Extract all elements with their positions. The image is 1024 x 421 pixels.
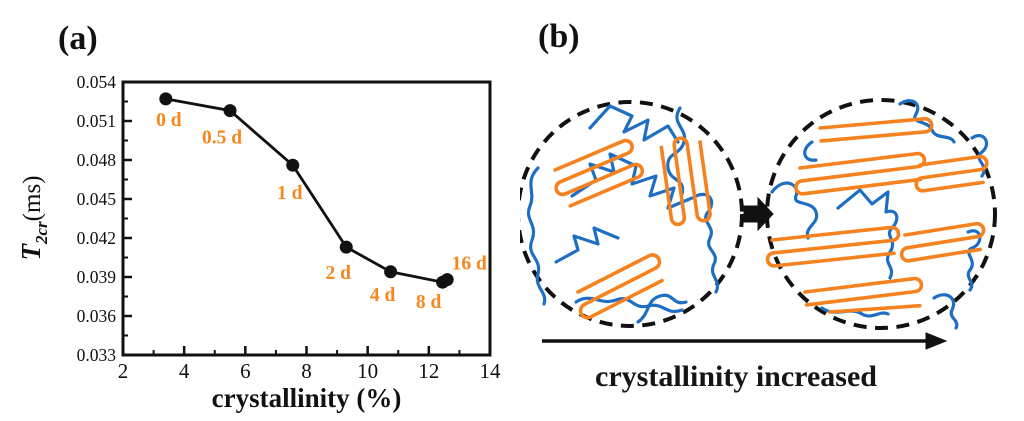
x-tick-label: 10 <box>357 359 378 383</box>
data-point-label: 2 d <box>326 263 352 284</box>
amorphous-chain <box>803 140 818 162</box>
crystalline-lamella <box>576 253 664 320</box>
y-tick-label: 0.036 <box>77 306 117 326</box>
x-tick-label: 12 <box>418 359 439 383</box>
amorphous-chain <box>836 188 899 280</box>
crystalline-lamella <box>899 221 986 263</box>
y-axis-label: T2cr(ms) <box>16 176 51 261</box>
y-tick-label: 0.033 <box>77 345 117 365</box>
crystalline-lamella <box>765 225 901 268</box>
y-tick-label: 0.042 <box>77 228 116 248</box>
data-point-label: 1 d <box>277 183 303 204</box>
crystalline-lamella <box>553 138 645 208</box>
y-tick-label: 0.039 <box>77 267 117 287</box>
data-point-label: 16 d <box>452 254 487 275</box>
crystallinity-axis-arrow-icon <box>542 332 948 350</box>
data-point-label: 0 d <box>156 110 182 131</box>
x-tick-label: 2 <box>118 359 129 383</box>
data-point-marker <box>159 92 173 106</box>
amorphous-chain <box>554 226 620 264</box>
panel-a-label: (a) <box>58 20 98 57</box>
crystallinity-schematic <box>520 98 997 350</box>
phase-boundary-circle <box>520 100 744 328</box>
crystalline-lamella <box>828 303 922 314</box>
amorphous-chain <box>770 181 819 240</box>
data-point-marker <box>339 240 353 254</box>
data-point-marker <box>440 273 454 287</box>
data-point-marker <box>384 265 398 279</box>
x-tick-label: 6 <box>240 359 251 383</box>
crystalline-lamella <box>803 276 924 307</box>
crystalline-lamella <box>794 151 927 196</box>
crystalline-lamella <box>659 136 712 227</box>
data-point-marker <box>223 104 237 118</box>
data-point-label: 0.5 d <box>202 128 242 149</box>
amorphous-chain <box>932 293 959 330</box>
x-tick-label: 4 <box>179 359 190 383</box>
amorphous-chain <box>898 99 956 144</box>
data-point-marker <box>286 158 300 172</box>
crystalline-lamella <box>914 154 989 193</box>
x-tick-label: 8 <box>301 359 312 383</box>
t2cr-vs-crystallinity-chart: 2 4 6 8 10 12 14 0.033 0.036 0.039 0.042 0.045 0.048… <box>16 72 502 413</box>
y-tick-label: 0.051 <box>77 111 116 131</box>
y-tick-label: 0.045 <box>77 189 117 209</box>
low-crystallinity-state <box>520 100 744 328</box>
amorphous-chain <box>694 192 719 294</box>
x-tick-label: 14 <box>480 359 502 383</box>
high-crystallinity-state <box>765 98 997 330</box>
phase-boundary-circle <box>765 98 997 330</box>
panel-b-label: (b) <box>538 18 580 55</box>
amorphous-chain <box>527 166 547 306</box>
amorphous-chain <box>570 152 694 210</box>
y-tick-label: 0.054 <box>77 72 117 92</box>
amorphous-chain <box>636 293 688 324</box>
crystalline-lamella <box>818 117 934 143</box>
schematic-caption: crystallinity increased <box>595 360 877 393</box>
data-point-label: 8 d <box>416 292 442 313</box>
x-axis-label: crystallinity (%) <box>212 383 402 413</box>
data-point-label: 4 d <box>370 285 396 306</box>
amorphous-chain <box>588 104 680 144</box>
data-line <box>165 97 448 284</box>
y-tick-label: 0.048 <box>77 150 117 170</box>
